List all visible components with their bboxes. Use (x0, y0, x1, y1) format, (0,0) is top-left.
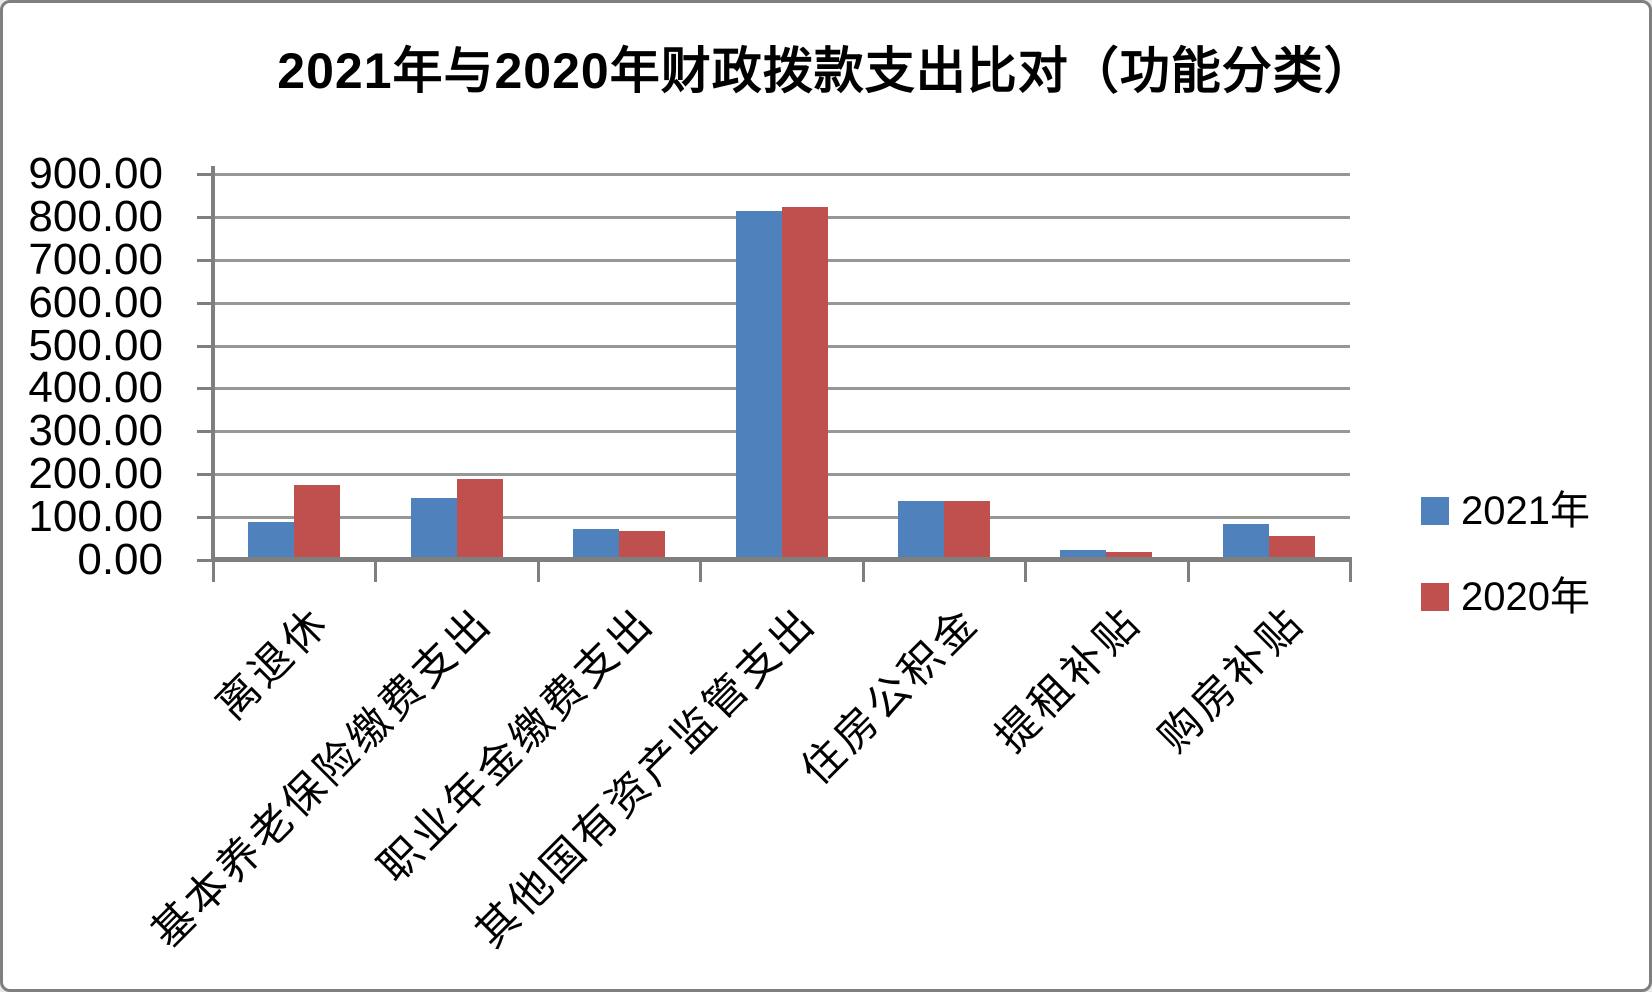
bar (619, 530, 666, 560)
x-axis-tick (861, 560, 865, 582)
x-axis-category-label: 基本养老保险缴费支出 (143, 599, 502, 957)
plot-area (197, 166, 1352, 582)
bar (456, 478, 503, 560)
x-axis-tick (1024, 560, 1028, 582)
y-axis-tick (197, 215, 213, 219)
y-axis-tick (197, 516, 213, 520)
bar (1222, 523, 1269, 560)
x-axis-category-label: 其他国有资产监管支出 (468, 599, 827, 957)
y-axis-tick-label: 600.00 (28, 277, 163, 327)
y-axis-tick (197, 559, 213, 562)
x-axis-category-label: 离退休 (208, 599, 339, 730)
y-axis-tick-label: 0.00 (77, 535, 163, 584)
y-axis-tick (197, 344, 213, 348)
y-axis-tick (197, 387, 213, 391)
y-axis-tick-label: 100.00 (28, 492, 163, 542)
legend-label: 2020年 (1461, 575, 1590, 619)
legend: 2021年 2020年 (1421, 491, 1590, 617)
x-axis-tick (374, 560, 378, 582)
x-axis-tick (536, 560, 540, 582)
x-axis-category-label: 提租补贴 (988, 599, 1151, 762)
y-axis-tick (197, 430, 213, 434)
x-axis-tick (212, 560, 215, 582)
bar (943, 501, 990, 560)
chart-title: 2021年与2020年财政拨款支出比对（功能分类） (277, 43, 1375, 99)
y-axis-tick-label: 800.00 (28, 191, 163, 241)
bar (1060, 550, 1107, 560)
bar (410, 497, 457, 560)
x-axis-line (211, 557, 1352, 562)
y-axis-tick (197, 258, 213, 262)
y-axis-line (211, 166, 215, 560)
y-axis-tick (197, 301, 213, 305)
gridline (213, 173, 1350, 176)
bar (1106, 551, 1153, 560)
y-axis-tick-label: 500.00 (28, 320, 163, 370)
legend-item: 2020年 (1421, 577, 1590, 617)
bar (573, 529, 620, 560)
x-axis-tick (699, 560, 703, 582)
bar (781, 207, 828, 560)
legend-label: 2021年 (1461, 489, 1590, 533)
bar (1268, 536, 1315, 560)
legend-swatch (1421, 497, 1449, 525)
x-axis-category-label: 职业年金缴费支出 (370, 599, 664, 892)
y-axis-tick-label: 700.00 (28, 234, 163, 284)
x-axis-category-label: 购房补贴 (1150, 599, 1314, 762)
bar (294, 484, 341, 560)
y-axis-tick (197, 473, 213, 477)
y-axis-tick-label: 900.00 (28, 149, 163, 198)
x-axis-tick (1186, 560, 1190, 582)
bar (248, 522, 295, 560)
y-axis-tick (197, 173, 213, 176)
legend-swatch (1421, 583, 1449, 611)
y-axis-tick-label: 200.00 (28, 449, 163, 499)
bar (897, 501, 944, 560)
y-axis-tick-label: 400.00 (28, 363, 163, 413)
legend-item: 2021年 (1421, 491, 1590, 531)
bar (735, 210, 782, 560)
y-axis-tick-label: 300.00 (28, 406, 163, 456)
x-axis-tick (1349, 560, 1352, 582)
